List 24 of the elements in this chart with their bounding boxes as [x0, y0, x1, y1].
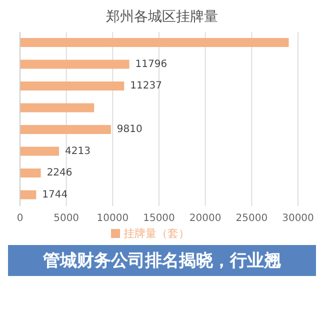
bar [20, 60, 130, 69]
data-label: 9810 [116, 124, 142, 135]
legend-label: 挂牌量（套） [124, 227, 190, 240]
text: 管城财务公司排名揭晓，行业翘 [8, 245, 316, 276]
data-label: 11796 [135, 58, 168, 70]
x-tick-label: 10000 [96, 213, 129, 224]
x-tick-label: 5000 [54, 213, 80, 224]
x-tick-label: 25000 [236, 213, 268, 224]
bar [20, 190, 36, 200]
bar [20, 168, 41, 178]
bar [20, 38, 289, 47]
bar [20, 125, 111, 134]
chart-title: 郑州各城区挂牌量 [105, 8, 219, 26]
bar [20, 146, 60, 156]
x-tick-label: 20000 [189, 213, 222, 224]
x-tick-label: 30000 [282, 213, 314, 224]
bar [20, 82, 124, 90]
data-label: 2246 [46, 168, 72, 178]
x-tick-label: 0 [16, 213, 24, 224]
bar [20, 103, 94, 112]
data-label: 1744 [42, 189, 68, 200]
data-label: 4213 [65, 146, 90, 157]
x-tick-label: 15000 [143, 213, 175, 224]
data-label: 11237 [130, 80, 162, 92]
